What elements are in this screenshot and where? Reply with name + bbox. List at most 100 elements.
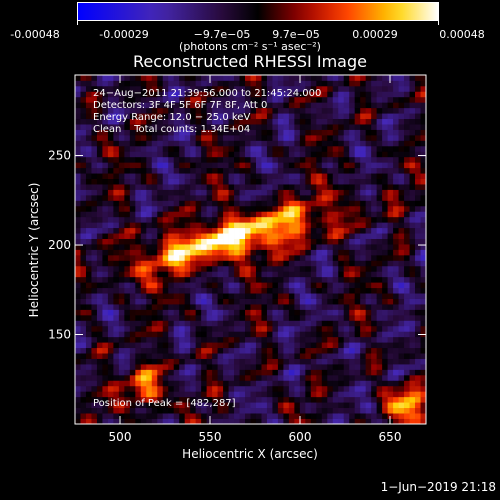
heatmap-cell: [190, 227, 197, 234]
heatmap-cell: [250, 80, 257, 87]
heatmap-cell: [415, 184, 421, 190]
heatmap-cell: [316, 369, 323, 376]
heatmap-cell: [299, 249, 306, 256]
heatmap-cell: [316, 385, 323, 392]
heatmap-cell: [299, 75, 306, 81]
heatmap-cell: [107, 342, 114, 349]
heatmap-cell: [96, 102, 103, 109]
heatmap-cell: [321, 391, 328, 398]
heatmap-cell: [228, 222, 235, 229]
heatmap-cell: [151, 145, 158, 152]
heatmap-cell: [261, 336, 268, 343]
heatmap-cell: [250, 200, 257, 207]
heatmap-cell: [382, 96, 389, 103]
heatmap-cell: [179, 353, 186, 359]
heatmap-cell: [234, 358, 240, 365]
heatmap-cell: [305, 134, 312, 141]
heatmap-cell: [206, 233, 213, 239]
heatmap-cell: [327, 320, 334, 327]
heatmap-cell: [398, 309, 405, 316]
heatmap-cell: [294, 265, 301, 272]
heatmap-cell: [85, 282, 92, 289]
heatmap-cell: [91, 80, 98, 87]
heatmap-cell: [255, 369, 262, 376]
heatmap-cell: [212, 85, 218, 92]
heatmap-cell: [343, 113, 350, 120]
heatmap-cell: [107, 233, 114, 239]
heatmap-cell: [102, 391, 109, 398]
heatmap-cell: [305, 216, 312, 223]
heatmap-cell: [349, 314, 356, 321]
heatmap-cell: [201, 309, 208, 316]
heatmap-cell: [245, 342, 251, 349]
heatmap-cell: [349, 134, 356, 141]
heatmap-cell: [321, 249, 328, 256]
heatmap-cell: [173, 184, 180, 190]
heatmap-cell: [184, 385, 191, 392]
heatmap-cell: [234, 402, 240, 409]
heatmap-cell: [80, 385, 87, 392]
heatmap-cell: [151, 374, 158, 381]
heatmap-cell: [305, 178, 312, 185]
heatmap-cell: [393, 402, 399, 409]
heatmap-cell: [195, 413, 202, 419]
heatmap-cell: [140, 85, 147, 92]
heatmap-cell: [305, 118, 312, 125]
heatmap-cell: [118, 304, 125, 310]
heatmap-cell: [420, 309, 427, 316]
heatmap-cell: [316, 320, 323, 327]
heatmap-cell: [118, 396, 125, 403]
heatmap-cell: [151, 129, 158, 136]
heatmap-cell: [409, 96, 416, 103]
heatmap-cell: [371, 391, 378, 398]
heatmap-cell: [277, 80, 284, 87]
heatmap-cell: [415, 85, 421, 92]
heatmap-cell: [382, 222, 389, 229]
heatmap-cell: [129, 364, 136, 370]
heatmap-cell: [332, 151, 339, 158]
heatmap-cell: [387, 276, 394, 283]
heatmap-cell: [349, 358, 356, 365]
heatmap-cell: [107, 385, 114, 392]
heatmap-cell: [261, 385, 268, 392]
heatmap-cell: [206, 194, 213, 201]
heatmap-cell: [250, 96, 257, 103]
heatmap-cell: [305, 276, 312, 283]
heatmap-cell: [387, 162, 394, 169]
heatmap-cell: [398, 391, 405, 398]
heatmap-cell: [85, 407, 92, 414]
heatmap-cell: [360, 402, 367, 409]
heatmap-cell: [354, 227, 361, 234]
heatmap-cell: [316, 325, 323, 332]
heatmap-cell: [107, 336, 114, 343]
heatmap-cell: [365, 200, 372, 207]
heatmap-cell: [365, 254, 372, 261]
heatmap-cell: [162, 124, 169, 130]
heatmap-cell: [151, 189, 158, 196]
heatmap-cell: [96, 238, 103, 245]
heatmap-cell: [404, 102, 410, 109]
heatmap-cell: [250, 244, 257, 250]
heatmap-cell: [217, 205, 224, 212]
heatmap-cell: [168, 364, 175, 370]
heatmap-cell: [415, 413, 421, 419]
heatmap-cell: [223, 407, 229, 414]
heatmap-cell: [327, 85, 334, 92]
heatmap-cell: [234, 374, 240, 381]
heatmap-cell: [179, 75, 186, 81]
heatmap-cell: [255, 413, 262, 419]
heatmap-cell: [85, 129, 92, 136]
heatmap-cell: [321, 75, 328, 81]
heatmap-cell: [316, 282, 323, 289]
heatmap-cell: [360, 325, 367, 332]
heatmap-cell: [332, 287, 339, 294]
heatmap-cell: [338, 129, 345, 136]
heatmap-cell: [305, 391, 312, 398]
heatmap-cell: [299, 91, 306, 98]
heatmap-cell: [184, 178, 191, 185]
heatmap-cell: [179, 358, 186, 365]
heatmap-cell: [409, 276, 416, 283]
heatmap-cell: [398, 227, 405, 234]
heatmap-cell: [277, 293, 284, 299]
heatmap-cell: [135, 145, 142, 152]
